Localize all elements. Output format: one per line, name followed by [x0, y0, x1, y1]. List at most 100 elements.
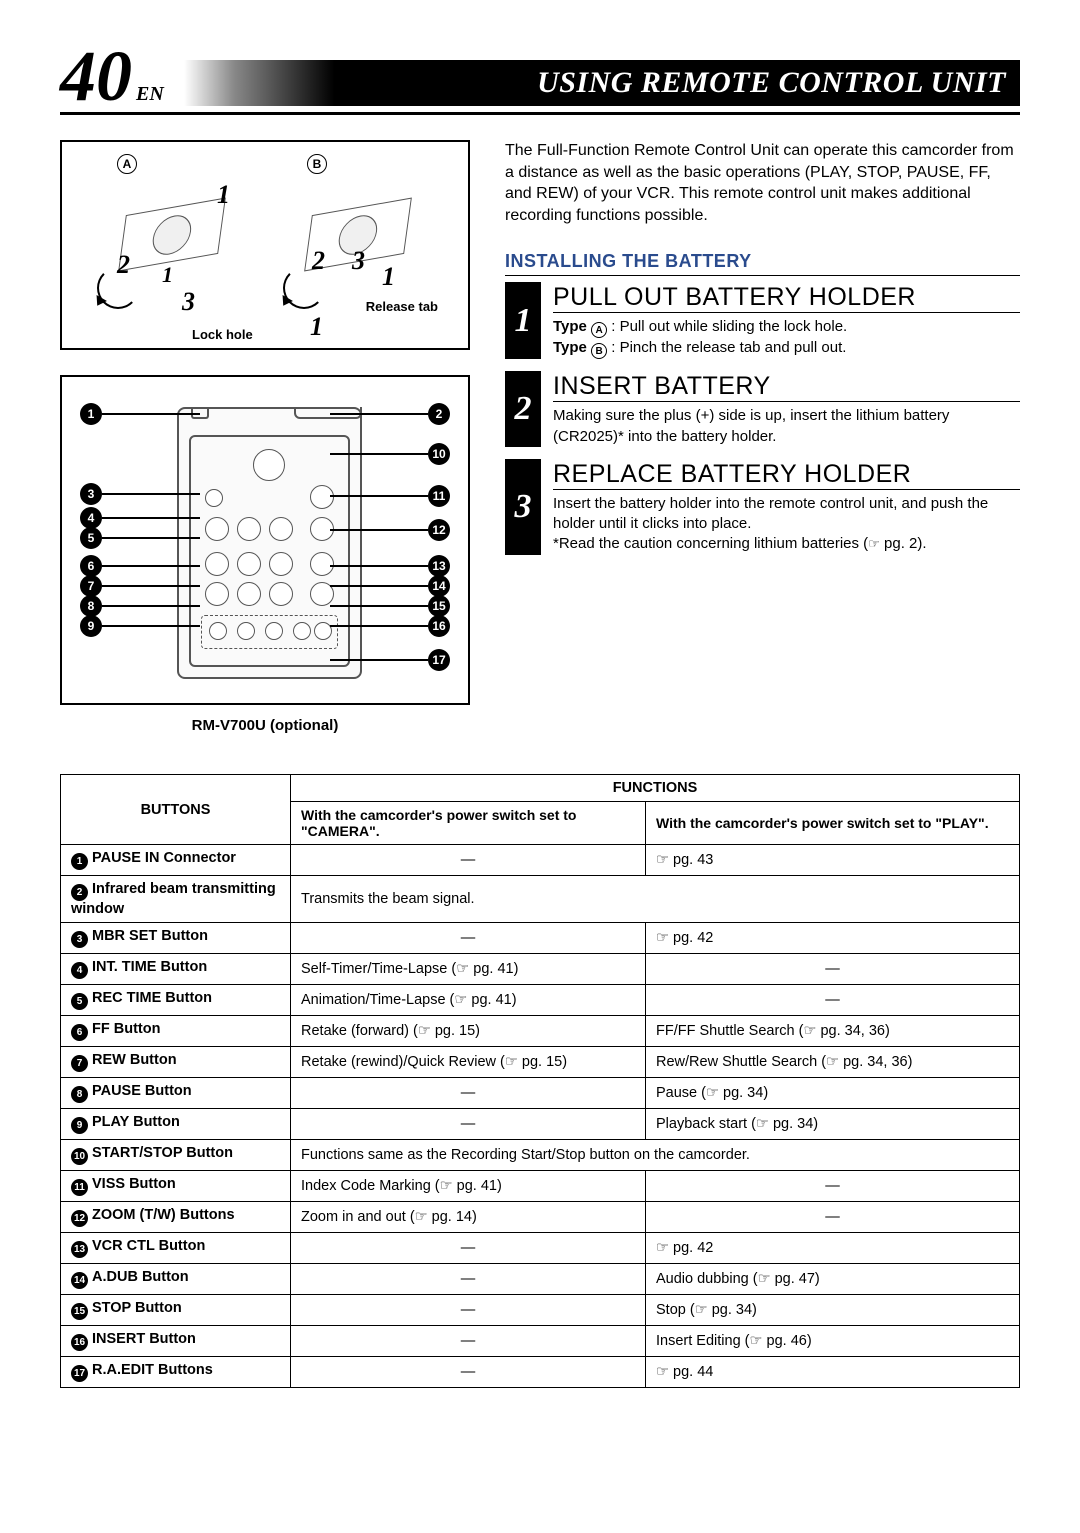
page-header: 40 EN USING REMOTE CONTROL UNIT [60, 40, 1020, 115]
table-row: 9PLAY Button—Playback start (☞ pg. 34) [61, 1109, 1020, 1140]
table-row: 11VISS ButtonIndex Code Marking (☞ pg. 4… [61, 1171, 1020, 1202]
callout-7: 7 [80, 575, 102, 597]
button-name-cell: 17R.A.EDIT Buttons [61, 1357, 291, 1388]
intro-paragraph: The Full-Function Remote Control Unit ca… [505, 140, 1020, 226]
step-text: Making sure the plus (+) side is up, ins… [553, 406, 1020, 447]
camera-mode-cell: Index Code Marking (☞ pg. 41) [291, 1171, 646, 1202]
page-number: 40 EN [60, 40, 164, 112]
table-row: 15STOP Button—Stop (☞ pg. 34) [61, 1295, 1020, 1326]
step-title: PULL OUT BATTERY HOLDER [553, 282, 1020, 313]
callout-17: 17 [428, 649, 450, 671]
page-number-value: 40 [60, 40, 132, 112]
table-row: 3MBR SET Button—☞ pg. 42 [61, 923, 1020, 954]
step-2: 2INSERT BATTERYMaking sure the plus (+) … [505, 371, 1020, 447]
button-name-cell: 8PAUSE Button [61, 1078, 291, 1109]
step-number: 3 [505, 459, 541, 555]
play-mode-cell: — [646, 954, 1020, 985]
table-row: 6FF ButtonRetake (forward) (☞ pg. 15)FF/… [61, 1016, 1020, 1047]
table-row: 2Infrared beam transmitting windowTransm… [61, 876, 1020, 923]
callout-5: 5 [80, 527, 102, 549]
button-name-cell: 1PAUSE IN Connector [61, 845, 291, 876]
camera-mode-cell: — [291, 1233, 646, 1264]
table-row: 14A.DUB Button—Audio dubbing (☞ pg. 47) [61, 1264, 1020, 1295]
table-row: 8PAUSE Button—Pause (☞ pg. 34) [61, 1078, 1020, 1109]
camera-mode-cell: — [291, 1109, 646, 1140]
dia-step-1a: 1 [217, 180, 230, 210]
callout-12: 12 [428, 519, 450, 541]
table-row: 12ZOOM (T/W) ButtonsZoom in and out (☞ p… [61, 1202, 1020, 1233]
functions-table: BUTTONS FUNCTIONS With the camcorder's p… [60, 774, 1020, 1388]
camera-mode-cell: Animation/Time-Lapse (☞ pg. 41) [291, 985, 646, 1016]
th-camera: With the camcorder's power switch set to… [291, 802, 646, 845]
th-functions: FUNCTIONS [291, 775, 1020, 802]
table-row: 4INT. TIME ButtonSelf-Timer/Time-Lapse (… [61, 954, 1020, 985]
button-name-cell: 11VISS Button [61, 1171, 291, 1202]
camera-mode-cell: — [291, 1357, 646, 1388]
step-text: Type A : Pull out while sliding the lock… [553, 317, 1020, 359]
play-mode-cell: Rew/Rew Shuttle Search (☞ pg. 34, 36) [646, 1047, 1020, 1078]
table-row: 7REW ButtonRetake (rewind)/Quick Review … [61, 1047, 1020, 1078]
play-mode-cell: ☞ pg. 42 [646, 923, 1020, 954]
table-row: 16INSERT Button—Insert Editing (☞ pg. 46… [61, 1326, 1020, 1357]
dia-step-3b: 3 [352, 246, 365, 276]
remote-diagram: 1 3 4 5 6 7 8 9 2 10 11 12 13 14 15 16 1… [60, 375, 470, 705]
button-name-cell: 12ZOOM (T/W) Buttons [61, 1202, 291, 1233]
function-span-cell: Functions same as the Recording Start/St… [291, 1140, 1020, 1171]
play-mode-cell: FF/FF Shuttle Search (☞ pg. 34, 36) [646, 1016, 1020, 1047]
function-span-cell: Transmits the beam signal. [291, 876, 1020, 923]
callout-13: 13 [428, 555, 450, 577]
callout-3: 3 [80, 483, 102, 505]
step-number: 1 [505, 282, 541, 359]
play-mode-cell: Insert Editing (☞ pg. 46) [646, 1326, 1020, 1357]
callout-14: 14 [428, 575, 450, 597]
button-name-cell: 13VCR CTL Button [61, 1233, 291, 1264]
button-name-cell: 4INT. TIME Button [61, 954, 291, 985]
play-mode-cell: ☞ pg. 44 [646, 1357, 1020, 1388]
camera-mode-cell: Self-Timer/Time-Lapse (☞ pg. 41) [291, 954, 646, 985]
button-name-cell: 6FF Button [61, 1016, 291, 1047]
play-mode-cell: Pause (☞ pg. 34) [646, 1078, 1020, 1109]
table-row: 10START/STOP ButtonFunctions same as the… [61, 1140, 1020, 1171]
step-1: 1 PULL OUT BATTERY HOLDER Type A : Pull ou… [505, 282, 1020, 359]
table-row: 17R.A.EDIT Buttons—☞ pg. 44 [61, 1357, 1020, 1388]
button-name-cell: 15STOP Button [61, 1295, 291, 1326]
button-name-cell: 3MBR SET Button [61, 923, 291, 954]
callout-4: 4 [80, 507, 102, 529]
callout-1: 1 [80, 403, 102, 425]
table-row: 13VCR CTL Button—☞ pg. 42 [61, 1233, 1020, 1264]
camera-mode-cell: — [291, 1078, 646, 1109]
button-name-cell: 5REC TIME Button [61, 985, 291, 1016]
play-mode-cell: ☞ pg. 43 [646, 845, 1020, 876]
callout-15: 15 [428, 595, 450, 617]
lock-hole-label: Lock hole [192, 327, 253, 342]
play-mode-cell: — [646, 1171, 1020, 1202]
release-tab-label: Release tab [366, 299, 438, 314]
play-mode-cell: Audio dubbing (☞ pg. 47) [646, 1264, 1020, 1295]
callout-8: 8 [80, 595, 102, 617]
table-row: 5REC TIME ButtonAnimation/Time-Lapse (☞ … [61, 985, 1020, 1016]
installing-battery-head: INSTALLING THE BATTERY [505, 251, 1020, 276]
button-name-cell: 9PLAY Button [61, 1109, 291, 1140]
play-mode-cell: — [646, 1202, 1020, 1233]
table-row: 1PAUSE IN Connector—☞ pg. 43 [61, 845, 1020, 876]
diagram-id-b: B [307, 154, 327, 174]
callout-10: 10 [428, 443, 450, 465]
camera-mode-cell: — [291, 1264, 646, 1295]
play-mode-cell: Stop (☞ pg. 34) [646, 1295, 1020, 1326]
camera-mode-cell: Retake (forward) (☞ pg. 15) [291, 1016, 646, 1047]
step-text: Insert the battery holder into the remot… [553, 494, 1020, 555]
button-name-cell: 7REW Button [61, 1047, 291, 1078]
button-name-cell: 2Infrared beam transmitting window [61, 876, 291, 923]
play-mode-cell: ☞ pg. 42 [646, 1233, 1020, 1264]
dia-step-1b-low: 1 [310, 312, 323, 342]
button-name-cell: 14A.DUB Button [61, 1264, 291, 1295]
button-name-cell: 16INSERT Button [61, 1326, 291, 1357]
callout-11: 11 [428, 485, 450, 507]
play-mode-cell: — [646, 985, 1020, 1016]
dia-step-3a-alt: 3 [182, 287, 195, 317]
callout-6: 6 [80, 555, 102, 577]
step-3: 3REPLACE BATTERY HOLDERInsert the batter… [505, 459, 1020, 555]
dia-step-1a-low: 1 [162, 262, 173, 288]
camera-mode-cell: — [291, 845, 646, 876]
dia-step-2b: 2 [312, 246, 325, 276]
